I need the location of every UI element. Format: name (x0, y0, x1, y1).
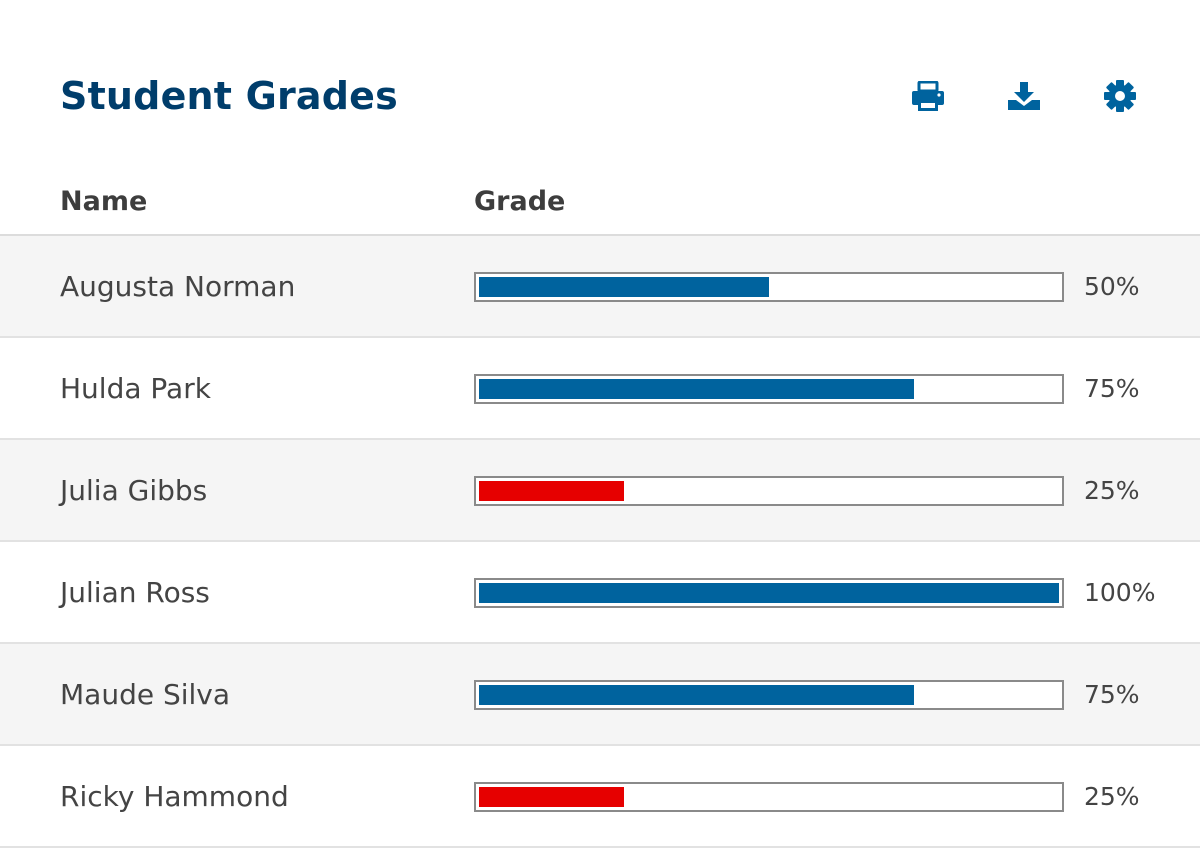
grade-percent: 25% (1084, 782, 1140, 811)
student-name: Maude Silva (60, 678, 231, 711)
grade-bar (474, 782, 1064, 812)
table-row: Augusta Norman 50% (0, 236, 1200, 338)
table-row: Julian Ross 100% (0, 542, 1200, 644)
grade-bar-fill (479, 583, 1059, 603)
student-name: Hulda Park (60, 372, 211, 405)
grade-bar (474, 476, 1064, 506)
student-name: Ricky Hammond (60, 780, 289, 813)
grade-bar-fill (479, 685, 914, 705)
grade-percent: 25% (1084, 476, 1140, 505)
grade-bar (474, 578, 1064, 608)
table-body: Augusta Norman 50% Hulda Park 75% Julia … (0, 236, 1200, 848)
grade-bar-fill (479, 787, 624, 807)
student-name: Julian Ross (60, 576, 210, 609)
print-button[interactable] (908, 76, 948, 116)
table-row: Ricky Hammond 25% (0, 746, 1200, 848)
table-row: Maude Silva 75% (0, 644, 1200, 746)
table-row: Julia Gibbs 25% (0, 440, 1200, 542)
print-icon (912, 81, 944, 111)
grade-percent: 75% (1084, 374, 1140, 403)
column-header-grade: Grade (474, 186, 566, 217)
grade-bar (474, 272, 1064, 302)
header: Student Grades (0, 0, 1200, 160)
toolbar (908, 76, 1140, 116)
download-button[interactable] (1004, 76, 1044, 116)
grade-bar-fill (479, 379, 914, 399)
grade-bar-fill (479, 277, 769, 297)
column-header-name: Name (60, 186, 148, 217)
grade-bar-fill (479, 481, 624, 501)
student-name: Augusta Norman (60, 270, 296, 303)
grade-percent: 75% (1084, 680, 1140, 709)
page-title: Student Grades (60, 74, 398, 118)
grade-percent: 100% (1084, 578, 1156, 607)
student-name: Julia Gibbs (60, 474, 208, 507)
grade-percent: 50% (1084, 272, 1140, 301)
table-header: Name Grade (0, 180, 1200, 236)
grade-bar (474, 680, 1064, 710)
table-row: Hulda Park 75% (0, 338, 1200, 440)
settings-button[interactable] (1100, 76, 1140, 116)
gear-icon (1104, 80, 1136, 112)
download-icon (1008, 82, 1040, 110)
grade-bar (474, 374, 1064, 404)
